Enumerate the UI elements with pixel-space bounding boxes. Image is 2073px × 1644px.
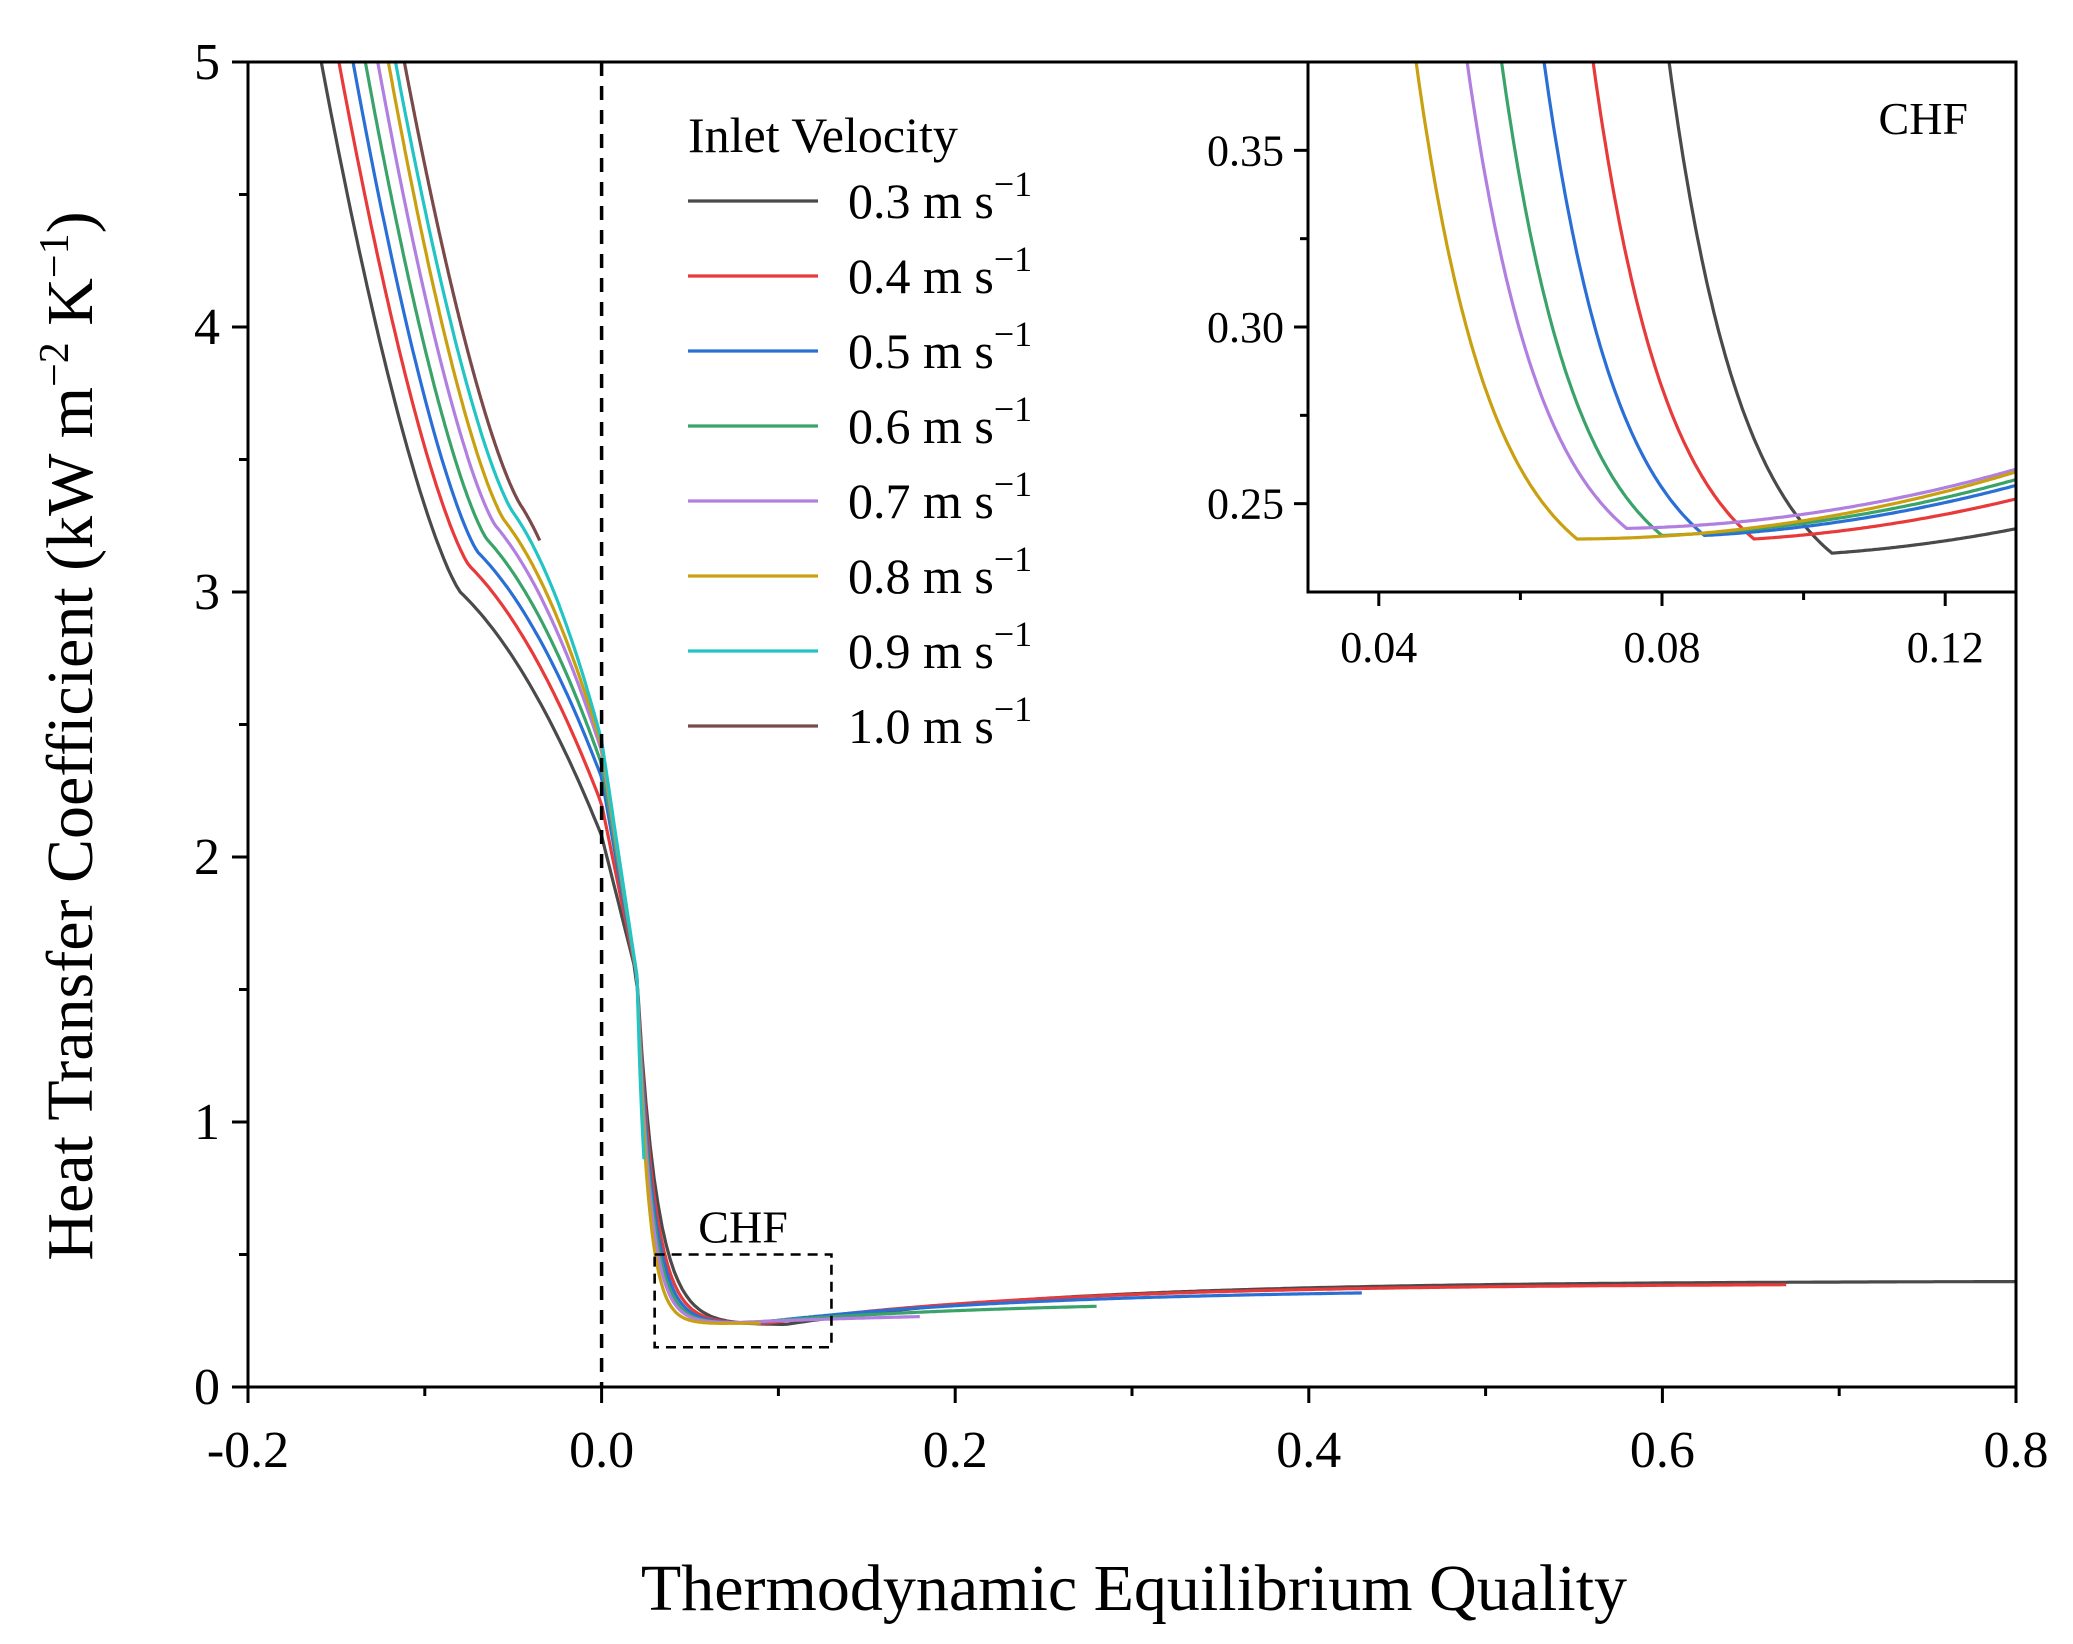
legend-title: Inlet Velocity	[688, 107, 958, 163]
x-tick-label: 0.0	[569, 1422, 634, 1479]
inset-y-tick-label: 0.35	[1207, 126, 1284, 175]
inset-x-tick-label: 0.08	[1624, 623, 1701, 672]
series-line-1.0	[402, 62, 542, 542]
series-line-0.8	[386, 62, 761, 1326]
legend-entry-0.4: 0.4 m s−1	[848, 239, 1032, 304]
axis-titles: Thermodynamic Equilibrium Quality Heat T…	[32, 211, 1627, 1625]
inset-y-tick-label: 0.30	[1207, 303, 1284, 352]
chf-box	[653, 1253, 833, 1349]
x-tick-label: -0.2	[207, 1422, 289, 1479]
main-plot-area: CHF -0.2 0.0 0.2 0.4 0.6 0.8 0 1 2 3 4 5	[194, 34, 2049, 1479]
y-axis-title-end: )	[34, 211, 107, 233]
y-tick-label: 5	[194, 34, 220, 91]
inset-series-line-0.5	[1542, 62, 2016, 538]
legend-entry-1.0: 1.0 m s−1	[848, 689, 1032, 754]
x-tick-label: 0.6	[1630, 1422, 1695, 1479]
inset-series-group	[1414, 62, 2016, 555]
inset-series-line-0.8	[1414, 62, 2016, 541]
x-tick-label: 0.8	[1984, 1422, 2049, 1479]
y-axis-title: Heat Transfer Coefficient (kW m−2 K−1)	[32, 211, 107, 1260]
y-axis-title-sup2: −1	[32, 233, 78, 278]
x-axis-title: Thermodynamic Equilibrium Quality	[641, 1552, 1627, 1625]
x-tick-label: 0.2	[923, 1422, 988, 1479]
legend-entry-0.9: 0.9 m s−1	[848, 614, 1032, 679]
legend-entry-0.3: 0.3 m s−1	[848, 164, 1032, 229]
legend-entry-0.8: 0.8 m s−1	[848, 539, 1032, 604]
legend-entry-0.7: 0.7 m s−1	[848, 464, 1032, 529]
chf-label-main: CHF	[698, 1202, 787, 1253]
legend-entry-0.6: 0.6 m s−1	[848, 389, 1032, 454]
inset-series-line-0.4	[1591, 62, 2016, 541]
series-line-0.6	[363, 62, 1097, 1325]
chf-label-inset: CHF	[1879, 93, 1968, 144]
x-tick-label: 0.4	[1276, 1422, 1341, 1479]
y-axis-title-sup1: −2	[32, 342, 78, 387]
main-series-group	[319, 62, 2016, 1327]
inset-series-line-0.3	[1667, 62, 2016, 555]
series-line-0.5	[351, 62, 1362, 1325]
y-axis-title-mid: K	[34, 278, 107, 342]
legend-entry-0.5: 0.5 m s−1	[848, 314, 1032, 379]
y-tick-label: 1	[194, 1094, 220, 1151]
inset-y-tick-label: 0.25	[1207, 480, 1284, 529]
y-tick-label: 4	[194, 299, 220, 356]
y-axis-title-main: Heat Transfer Coefficient (kW m	[34, 387, 107, 1261]
y-tick-label: 0	[194, 1359, 220, 1416]
series-line-0.4	[337, 62, 1787, 1326]
inset-x-tick-label: 0.12	[1907, 623, 1984, 672]
inset-series-line-0.7	[1465, 62, 2016, 531]
inset-x-tick-label: 0.04	[1340, 623, 1417, 672]
y-tick-label: 2	[194, 829, 220, 886]
y-tick-label: 3	[194, 564, 220, 621]
inset-plot-area: CHF 0.04 0.08 0.12 0.25 0.30 0.35	[1207, 60, 2018, 672]
